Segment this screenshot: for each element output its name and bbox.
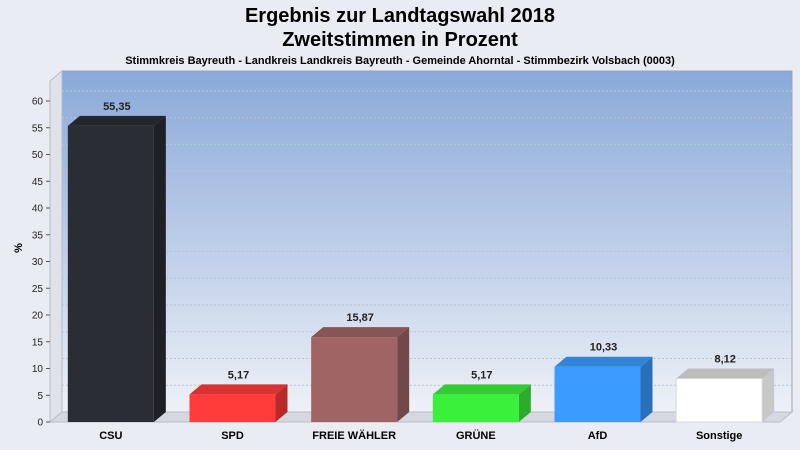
chart-subtitle: Stimmkreis Bayreuth - Landkreis Landkrei…: [125, 55, 675, 67]
y-tick-label: 10: [32, 364, 44, 375]
bar-value-label: 55,35: [103, 101, 131, 113]
y-tick-label: 55: [32, 123, 44, 134]
bar-side: [640, 356, 653, 422]
y-tick-label: 35: [32, 230, 44, 241]
bar-side: [762, 368, 775, 422]
chart-title-line1: Ergebnis zur Landtagswahl 2018: [244, 5, 556, 27]
y-tick-label: 0: [37, 418, 43, 429]
y-tick-label: 5: [37, 391, 43, 402]
x-tick-label: FREIE WÄHLER: [312, 429, 396, 442]
bar-top: [67, 115, 166, 126]
y-tick-label: 40: [32, 204, 44, 215]
bar-value-label: 5,17: [471, 369, 492, 381]
bar: [311, 337, 398, 422]
plot-back-wall: [61, 70, 793, 413]
bar-value-label: 15,87: [346, 312, 374, 324]
y-tick-label: 20: [32, 311, 44, 322]
y-tick-label: 30: [32, 257, 44, 268]
bar: [675, 378, 763, 423]
bar: [67, 125, 154, 422]
y-tick-label: 25: [32, 284, 44, 295]
bar-top: [676, 368, 775, 379]
y-axis-label: %: [13, 243, 25, 253]
bar-value-label: 8,12: [714, 354, 735, 366]
x-tick-label: SPD: [221, 430, 244, 442]
y-tick-label: 60: [32, 97, 44, 108]
chart-title-line2: Zweitstimmen in Prozent: [282, 29, 518, 51]
x-tick-label: Sonstige: [696, 430, 742, 442]
x-tick-label: CSU: [99, 430, 122, 442]
bar-side: [518, 384, 531, 422]
bar: [189, 394, 276, 422]
bar-side: [153, 115, 166, 422]
bar-top: [432, 384, 531, 395]
bar-top: [311, 327, 410, 338]
bar-top: [554, 356, 653, 367]
bar-value-label: 5,17: [228, 369, 249, 381]
bar: [432, 394, 519, 422]
y-tick-label: 45: [32, 177, 44, 188]
bar-value-label: 10,33: [590, 342, 618, 354]
bar-top: [189, 384, 288, 395]
bar-side: [275, 384, 288, 422]
bar-side: [397, 327, 410, 422]
x-tick-label: GRÜNE: [456, 429, 496, 442]
plot-side-wall: [49, 69, 63, 424]
bar: [554, 366, 641, 422]
y-tick-label: 50: [32, 150, 44, 161]
y-tick-label: 15: [32, 337, 44, 348]
x-tick-label: AfD: [588, 430, 608, 442]
